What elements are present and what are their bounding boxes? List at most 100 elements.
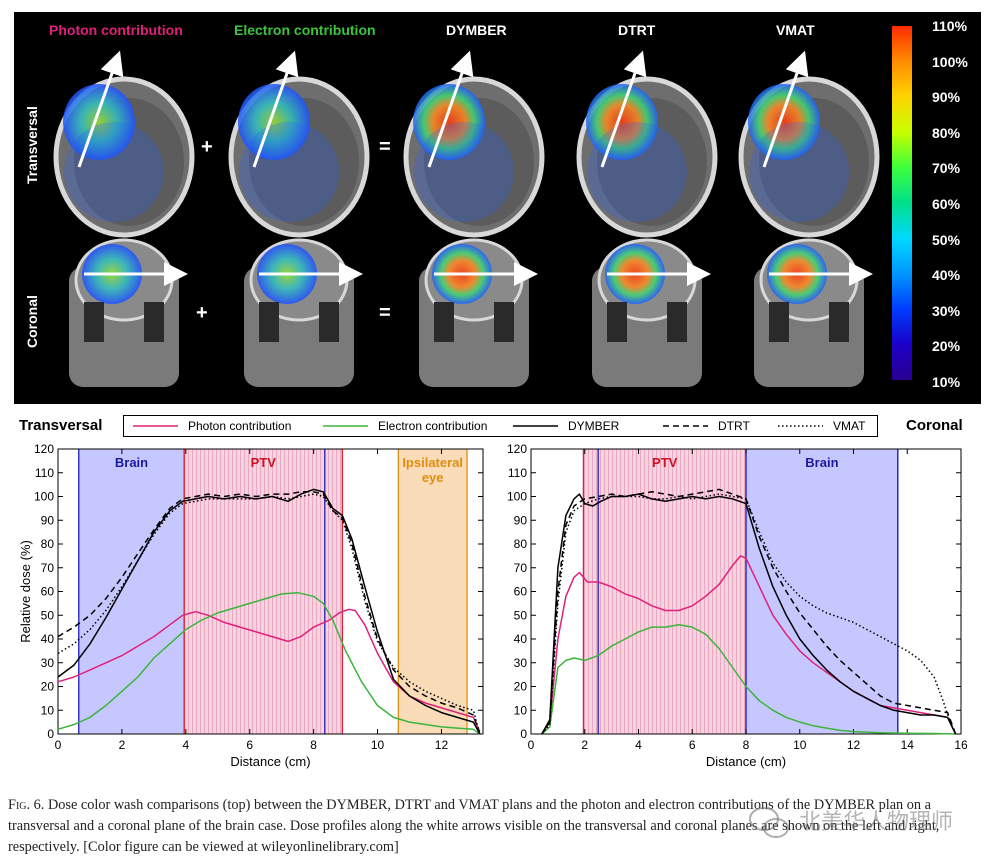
operator-equals: =: [379, 302, 391, 324]
wechat-icon: [749, 807, 789, 838]
region-label: Brain: [115, 455, 148, 470]
panel-title-electron: Electron contribution: [234, 22, 376, 38]
y-tick-label: 90: [514, 513, 528, 527]
x-tick-label: 0: [528, 738, 535, 752]
x-axis-label: Distance (cm): [230, 754, 310, 769]
series-line-vmat: [57, 493, 481, 735]
colorbar-tick-label: 110%: [932, 18, 968, 34]
ct-transversal-slice: [403, 50, 545, 238]
figure-caption: Fig. 6. Dose color wash comparisons (top…: [8, 795, 983, 858]
ct-transversal-slice: [228, 50, 370, 238]
region-label: PTV: [251, 455, 277, 470]
y-tick-label: 60: [41, 585, 55, 599]
colorbar-tick-label: 30%: [932, 302, 961, 319]
dose-colorwash-figure: Photon contribution Electron contributio…: [14, 12, 981, 404]
y-tick-label: 110: [508, 466, 527, 480]
y-tick-label: 20: [514, 680, 528, 694]
operator-plus: +: [196, 302, 208, 324]
ct-coronal-slice: [592, 238, 711, 387]
colorbar-tick-label: 40%: [932, 267, 961, 284]
y-tick-label: 20: [41, 680, 55, 694]
colorbar-tick-label: 100%: [932, 53, 968, 70]
x-tick-label: 2: [581, 738, 588, 752]
region-label: eye: [422, 470, 444, 485]
x-tick-label: 0: [55, 738, 62, 752]
colorbar-tick-label: 70%: [932, 160, 961, 177]
y-tick-label: 70: [41, 561, 55, 575]
region-band: [746, 449, 898, 734]
series-line-dymber: [541, 493, 957, 735]
x-tick-label: 10: [371, 738, 385, 752]
x-tick-label: 8: [743, 738, 750, 752]
operator-plus: +: [201, 136, 213, 158]
region-label: Ipsilateral: [402, 455, 463, 470]
region-band: [398, 449, 468, 734]
ct-coronal-slice: [419, 238, 538, 387]
colorbar-tick-label: 50%: [932, 231, 961, 248]
colorbar-tick-label: 90%: [932, 89, 961, 106]
dose-colorbar: [892, 26, 912, 380]
x-tick-label: 2: [119, 738, 126, 752]
colorbar-tick-label: 10%: [932, 374, 961, 390]
region-band: [583, 449, 746, 734]
y-tick-label: 50: [41, 608, 55, 622]
series-line-dtrt: [541, 488, 957, 735]
y-tick-label: 120: [34, 442, 54, 456]
series-line-electron-contribution: [57, 591, 481, 735]
series-line-dtrt: [57, 491, 481, 735]
panel-title-dymber: DYMBER: [446, 22, 507, 38]
legend-label: DYMBER: [568, 419, 620, 433]
ct-transversal-slice: [738, 50, 880, 238]
y-tick-label: 0: [47, 727, 54, 741]
region-label: Brain: [805, 455, 838, 470]
caption-text: Dose color wash comparisons (top) betwee…: [8, 797, 940, 855]
x-tick-label: 16: [954, 738, 968, 752]
y-tick-label: 40: [514, 632, 528, 646]
ct-coronal-slice: [69, 238, 188, 387]
x-tick-label: 12: [435, 738, 449, 752]
y-tick-label: 60: [514, 585, 528, 599]
x-tick-label: 4: [635, 738, 642, 752]
y-tick-label: 70: [514, 561, 528, 575]
y-tick-label: 100: [34, 490, 54, 504]
colorbar-tick-label: 60%: [932, 196, 961, 212]
x-tick-label: 10: [793, 738, 807, 752]
y-tick-label: 120: [507, 442, 527, 456]
x-tick-label: 14: [901, 738, 915, 752]
y-tick-label: 80: [41, 537, 55, 551]
y-tick-label: 80: [514, 537, 528, 551]
ct-coronal-slice: [244, 238, 363, 387]
region-label: PTV: [652, 455, 678, 470]
operator-equals: =: [379, 136, 391, 158]
watermark-text: 北美华人物理师: [799, 810, 954, 835]
transversal-profile-chart: Brain PTV Ipsilateraleye010203040506070809…: [18, 442, 484, 769]
panel-title-vmat: VMAT: [776, 22, 815, 38]
x-tick-label: 8: [310, 738, 317, 752]
series-line-vmat: [541, 493, 957, 735]
legend-label: DTRT: [718, 419, 750, 433]
y-tick-label: 100: [507, 490, 527, 504]
ct-panels: [53, 26, 912, 387]
watermark-logo: 北美华人物理师: [748, 803, 984, 859]
legend-label: Electron contribution: [378, 419, 487, 433]
coronal-profile-chart: PTV Brain 0 10 20 30 40 50 60 70 80 90 100 110 120 0 2 4 6…: [507, 442, 968, 769]
ct-transversal-slice: [53, 50, 195, 238]
x-tick-label: 12: [847, 738, 861, 752]
plot-legend: Photon contribution Electron contribution…: [123, 415, 878, 437]
y-tick-label: 50: [514, 608, 528, 622]
y-tick-label: 110: [35, 466, 54, 480]
profile-title-right: Coronal: [906, 417, 963, 434]
x-axis-label: Distance (cm): [706, 754, 786, 769]
ct-transversal-slice: [576, 50, 718, 238]
x-tick-label: 4: [182, 738, 189, 752]
y-tick-label: 0: [520, 727, 527, 741]
series-line-electron-contribution: [541, 624, 956, 735]
panel-title-dtrt: DTRT: [618, 22, 656, 38]
colorbar-tick-label: 20%: [932, 338, 961, 355]
y-tick-label: 90: [41, 513, 55, 527]
profile-title-left: Transversal: [19, 417, 103, 434]
region-band: [78, 449, 185, 734]
y-tick-label: 10: [41, 703, 55, 717]
region-band: [184, 449, 343, 734]
y-tick-label: 10: [514, 703, 528, 717]
